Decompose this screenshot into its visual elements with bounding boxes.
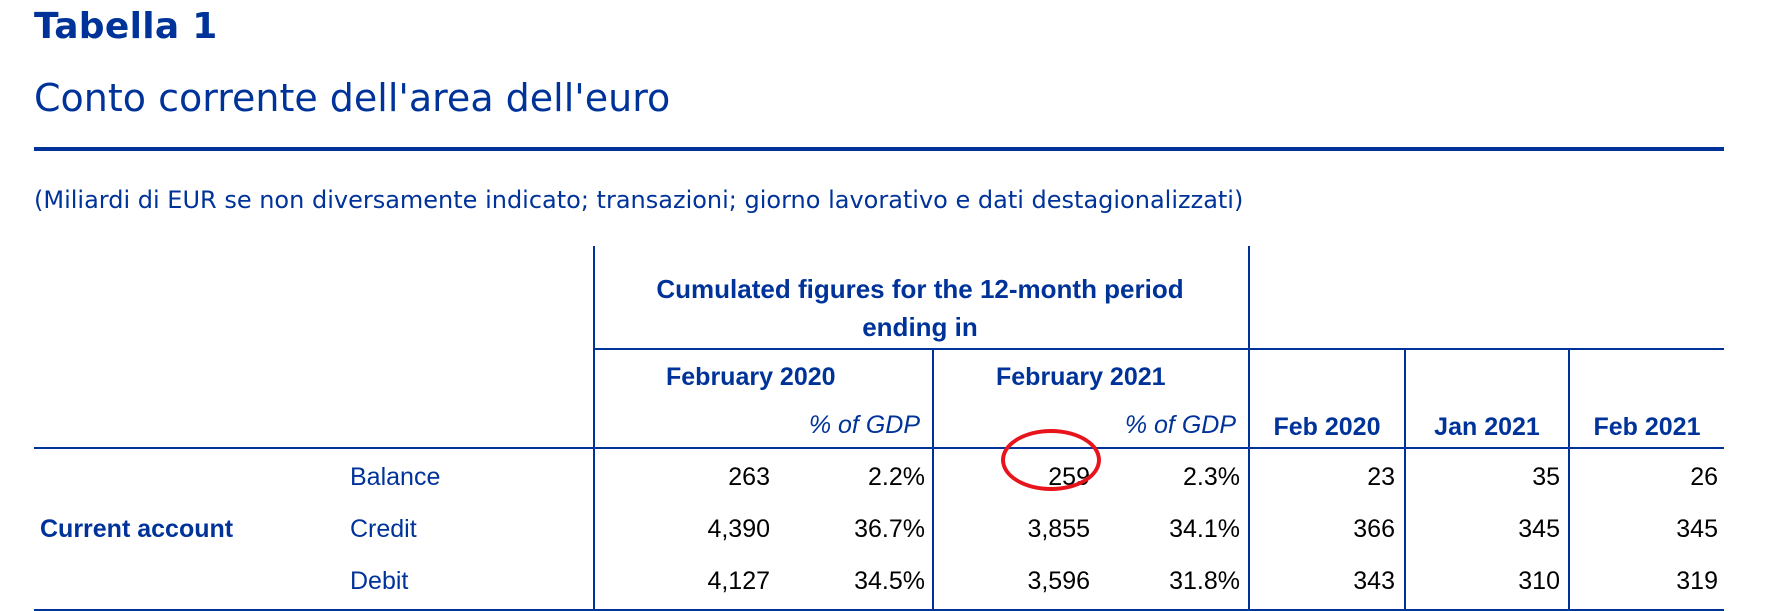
table-cell: 345 [1518, 515, 1560, 543]
period-header: February 2021 [996, 363, 1166, 391]
title-divider [34, 147, 1724, 151]
table-divider [1248, 348, 1724, 350]
table-cell: 34.5% [854, 567, 925, 595]
table-cell: 343 [1353, 567, 1395, 595]
row-label: Debit [350, 567, 409, 595]
table-cell: 263 [728, 463, 770, 491]
period-header: February 2020 [666, 363, 836, 391]
month-header: Jan 2021 [1434, 413, 1540, 441]
pct-gdp-header: % of GDP [1124, 411, 1236, 439]
page-title: Tabella 1 [34, 6, 218, 47]
table-divider [34, 609, 1724, 611]
table-cell: 35 [1532, 463, 1560, 491]
month-header: Feb 2020 [1273, 413, 1381, 441]
table-cell: 319 [1676, 567, 1718, 595]
table-divider [1248, 246, 1250, 611]
pct-gdp-header: % of GDP [808, 411, 920, 439]
table-divider [932, 349, 934, 611]
row-label: Credit [350, 515, 417, 543]
table-cell: 310 [1518, 567, 1560, 595]
table-cell: 4,127 [707, 567, 770, 595]
table-cell: 26 [1690, 463, 1718, 491]
table-divider [593, 348, 1250, 350]
table-cell: 23 [1367, 463, 1395, 491]
section-label: Current account [40, 515, 234, 543]
table-cell: 2.2% [868, 463, 925, 491]
table-divider [593, 246, 595, 611]
table-cell: 34.1% [1169, 515, 1240, 543]
page-subtitle: Conto corrente dell'area dell'euro [34, 76, 671, 120]
table-divider [34, 447, 1724, 449]
table-cell: 31.8% [1169, 567, 1240, 595]
highlight-circle [1001, 429, 1101, 491]
month-header: Feb 2021 [1593, 413, 1701, 441]
table-cell: 2.3% [1183, 463, 1240, 491]
table-cell: 4,390 [707, 515, 770, 543]
table-cell: 3,596 [1027, 567, 1090, 595]
row-label: Balance [350, 463, 441, 491]
table-cell: 36.7% [854, 515, 925, 543]
table-cell: 366 [1353, 515, 1395, 543]
table-divider [1568, 349, 1570, 611]
table-cell: 345 [1676, 515, 1718, 543]
units-note: (Miliardi di EUR se non diversamente ind… [34, 186, 1244, 214]
table-cell: 3,855 [1027, 515, 1090, 543]
group-header: Cumulated figures for the 12-month perio… [656, 274, 1184, 342]
table-divider [1404, 349, 1406, 611]
